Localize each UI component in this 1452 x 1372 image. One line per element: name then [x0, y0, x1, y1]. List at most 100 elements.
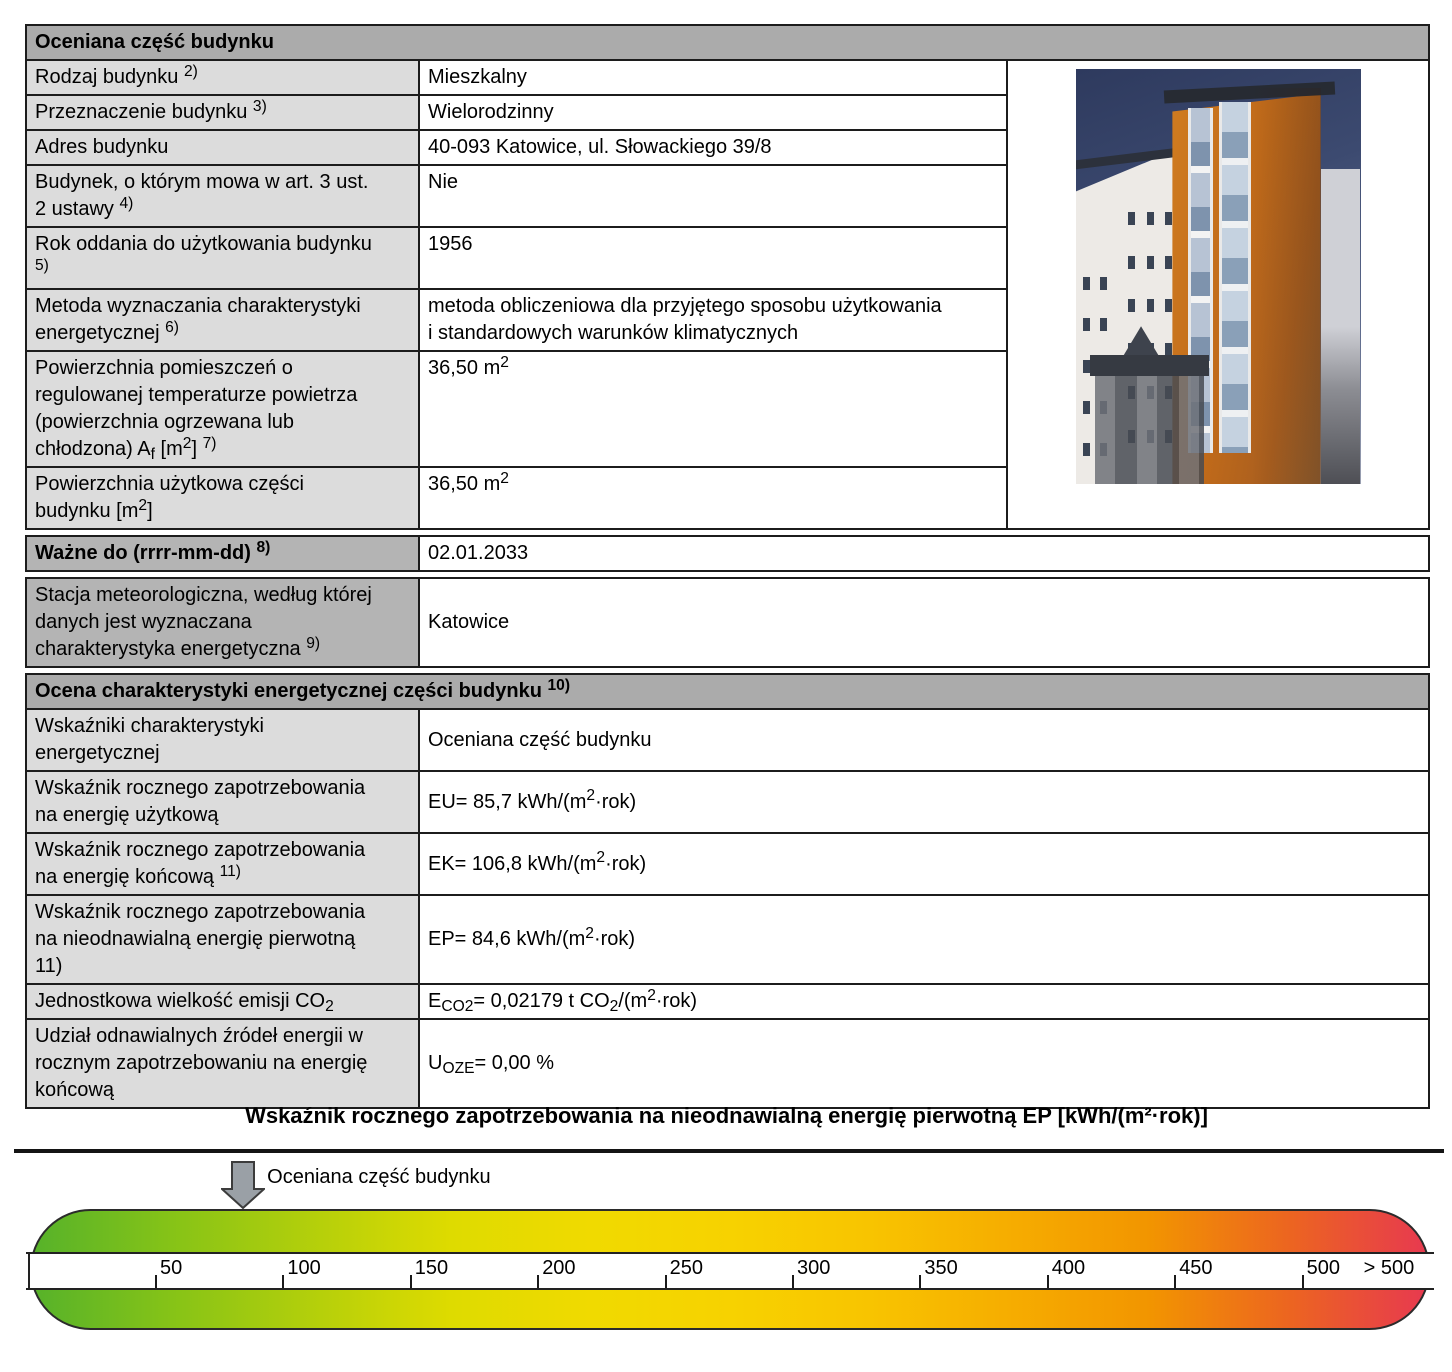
table-row: Wskaźnik rocznego zapotrzebowania na nieo… — [25, 894, 1431, 985]
table-row: Powierzchnia użytkowa części budynku [m2]… — [25, 466, 1429, 530]
axis-tick — [155, 1275, 157, 1288]
axis-tick — [792, 1275, 794, 1288]
table-row: Budynek, o którym mowa w art. 3 ust. 2 us… — [25, 164, 1429, 228]
table-row: Rok oddania do użytkowania budynku 5) 195… — [25, 226, 1429, 290]
photo-window — [1082, 359, 1090, 373]
row-value: 1956 — [418, 226, 1008, 290]
axis-tick — [664, 1275, 667, 1288]
photo-window — [1082, 442, 1090, 456]
photo-window — [1128, 299, 1136, 313]
row-value: ECO2= 0,02179 t CO2/(m2·rok) — [417, 983, 1431, 1020]
divider-line — [14, 1149, 1444, 1153]
valid-to-table: Ważne do (rrrr-mm-dd) 8) 02.01.2033 — [25, 535, 1430, 572]
photo-window — [1128, 255, 1136, 269]
photo-window — [1082, 318, 1090, 331]
photo-window — [1146, 212, 1154, 226]
row-label: Przeznaczenie budynku 3) — [25, 94, 420, 131]
photo-glass-strip-2 — [1219, 102, 1252, 453]
section-header-row: Ocena charakterystyki energetycznej częś… — [24, 673, 1431, 710]
row-value: 40-093 Katowice, ul. Słowackiego 39/8 — [418, 129, 1008, 166]
row-value: Oceniana część budynku — [417, 708, 1431, 772]
table-row: Udział odnawialnych źródeł energii w rocz… — [25, 1018, 1431, 1109]
photo-window — [1165, 342, 1173, 356]
marker-label: Oceniana część budynku — [267, 1166, 491, 1188]
station-value: Katowice — [418, 577, 1430, 668]
row-label: Rodzaj budynku 2) — [25, 59, 420, 96]
row-value: UOZE= 0,00 % — [417, 1018, 1431, 1109]
table-row: Wskaźniki charakterystyki energetycznej Oc… — [25, 708, 1431, 772]
row-label: Jednostkowa wielkość emisji CO2 — [25, 983, 420, 1020]
valid-to-label: Ważne do (rrrr-mm-dd) 8) — [25, 535, 420, 572]
photo-window — [1165, 212, 1173, 226]
axis-tick-label: 50 — [160, 1257, 183, 1279]
valid-to-value: 02.01.2033 — [418, 535, 1430, 572]
row-label: Wskaźnik rocznego zapotrzebowania na nieo… — [25, 894, 420, 985]
axis-tick — [1174, 1275, 1177, 1288]
chart-title: Wskaźnik rocznego zapotrzebowania na nie… — [245, 1103, 1208, 1128]
table-row: Adres budynku 40-093 Katowice, ul. Słowac… — [25, 129, 1429, 166]
weather-station-table: Stacja meteorologiczna, według której dan… — [25, 577, 1430, 668]
row-label: Powierzchnia pomieszczeń o regulowanej te… — [25, 350, 420, 468]
table-row: Jednostkowa wielkość emisji CO2 ECO2= 0,0… — [25, 983, 1431, 1020]
axis-tick — [1046, 1275, 1049, 1288]
table-row: Rodzaj budynku 2) Mieszkalny — [25, 59, 1431, 530]
table-row: Powierzchnia pomieszczeń o regulowanej te… — [25, 350, 1429, 468]
ep-scale-axis: 50 100 150 200 250 300 350 400 450 500 > 500 — [26, 1252, 1434, 1290]
row-value: Nie — [418, 164, 1008, 228]
axis-tick-label: 500 — [1306, 1257, 1340, 1279]
row-label: Wskaźnik rocznego zapotrzebowania na ener… — [25, 770, 420, 834]
axis-tick-label: 150 — [414, 1257, 449, 1279]
row-label: Wskaźnik rocznego zapotrzebowania na ener… — [25, 832, 420, 896]
table-row: Metoda wyznaczania charakterystyki energe… — [25, 288, 1429, 352]
row-value: 36,50 m2 — [418, 466, 1008, 530]
axis-tick-label: 350 — [924, 1257, 958, 1279]
axis-tick — [919, 1275, 922, 1288]
section-header-row: Oceniana część budynku — [24, 24, 1431, 61]
axis-tick-label: 200 — [542, 1257, 576, 1279]
axis-tick — [282, 1275, 285, 1288]
row-value: EK= 106,8 kWh/(m2·rok) — [417, 832, 1431, 896]
table-row: Ważne do (rrrr-mm-dd) 8) 02.01.2033 — [25, 535, 1430, 572]
axis-tick — [537, 1275, 540, 1288]
row-label: Wskaźniki charakterystyki energetycznej — [25, 708, 420, 772]
photo-window — [1082, 401, 1090, 414]
row-label: Budynek, o którym mowa w art. 3 ust. 2 us… — [25, 164, 420, 228]
energy-assessment-table: Ocena charakterystyki energetycznej częś… — [24, 673, 1431, 1109]
photo-window — [1165, 255, 1173, 269]
photo-entrance — [1095, 376, 1204, 484]
photo-window — [1082, 276, 1090, 290]
row-label: Rok oddania do użytkowania budynku 5) — [25, 226, 420, 290]
axis-tick — [1301, 1275, 1304, 1288]
photo-window — [1099, 318, 1107, 331]
axis-tick-label: 400 — [1051, 1257, 1086, 1279]
row-label: Powierzchnia użytkowa części budynku [m2] — [25, 466, 420, 530]
axis-start-line — [28, 1254, 30, 1288]
row-value: Mieszkalny — [418, 59, 1008, 96]
photo-window — [1165, 299, 1173, 313]
axis-overflow-label: > 500 — [1363, 1257, 1415, 1279]
table-row: Przeznaczenie budynku 3) Wielorodzinny — [25, 94, 1429, 131]
axis-tick — [409, 1275, 412, 1288]
marker-arrow-icon — [221, 1161, 266, 1209]
axis-tick-label: 250 — [669, 1257, 703, 1279]
photo-cell — [1005, 59, 1431, 530]
axis-tick-label: 300 — [797, 1257, 831, 1279]
row-value: 36,50 m2 — [418, 350, 1008, 468]
building-info-table: Oceniana część budynku Rodzaj budynku 2)… — [24, 24, 1431, 530]
row-label: Metoda wyznaczania charakterystyki energe… — [25, 288, 420, 352]
axis-tick-label: 450 — [1179, 1257, 1213, 1279]
photo-window — [1146, 255, 1154, 269]
table-row: Wskaźnik rocznego zapotrzebowania na ener… — [25, 832, 1431, 896]
photo-window — [1146, 299, 1154, 313]
row-value: EU= 85,7 kWh/(m2·rok) — [417, 770, 1431, 834]
table-row: Wskaźnik rocznego zapotrzebowania na ener… — [25, 770, 1431, 834]
row-label: Adres budynku — [25, 129, 420, 166]
photo-shadow — [1252, 87, 1321, 484]
photo-entrance-canopy — [1089, 355, 1210, 377]
section1-header: Oceniana część budynku — [24, 24, 1431, 61]
section2-header: Ocena charakterystyki energetycznej częś… — [24, 673, 1431, 710]
row-value: Wielorodzinny — [418, 94, 1008, 131]
row-value: metoda obliczeniowa dla przyjętego sposo… — [418, 288, 1008, 352]
photo-window — [1128, 212, 1136, 226]
